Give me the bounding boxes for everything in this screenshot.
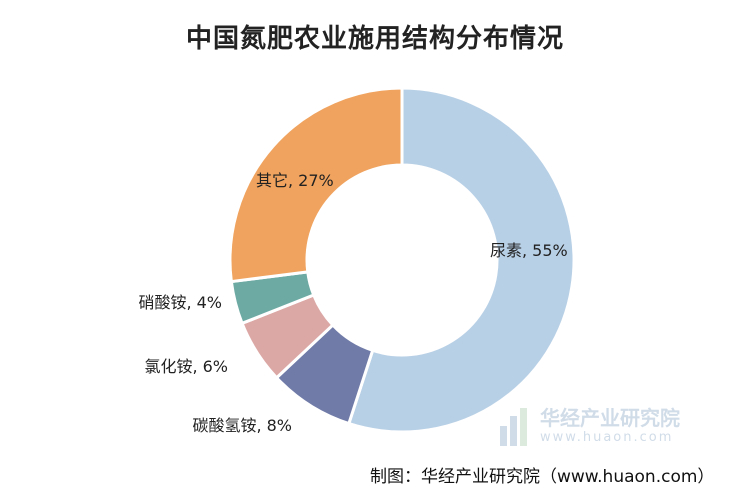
slice-labels: 尿素, 55% 碳酸氢铵, 8% 氯化铵, 6% 硝酸铵, 4% 其它, 27% (138, 171, 567, 435)
watermark-text: 华经产业研究院 (540, 406, 680, 430)
donut-slice-1 (346, 86, 576, 434)
watermark: 华经产业研究院 www.huaon.com (498, 402, 738, 452)
slice-label-5: 其它, 27% (256, 171, 334, 190)
donut-slice-5 (228, 86, 404, 284)
slice-label-2: 碳酸氢铵, 8% (192, 416, 292, 435)
chart-title: 中国氮肥农业施用结构分布情况 (185, 24, 564, 54)
slice-label-3: 氯化铵, 6% (144, 357, 228, 376)
watermark-url: www.huaon.com (540, 430, 674, 445)
slice-label-1: 尿素, 55% (490, 241, 568, 260)
slice-label-4: 硝酸铵, 4% (138, 293, 222, 312)
source-footer: 制图：华经产业研究院（www.huaon.com） (370, 467, 715, 487)
bar-chart-logo-icon (500, 408, 527, 446)
donut-slices (228, 86, 576, 434)
